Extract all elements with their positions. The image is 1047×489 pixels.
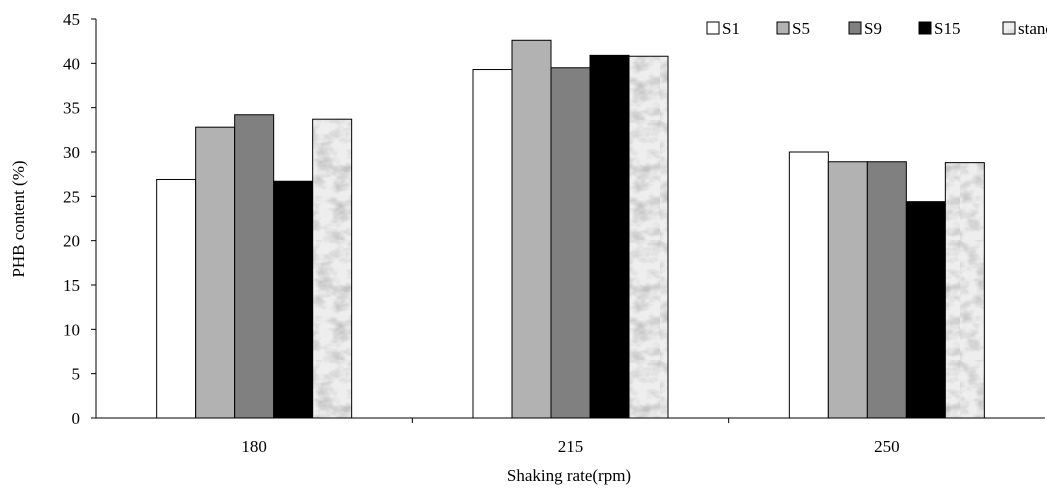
- x-tick-label: 250: [874, 437, 900, 456]
- x-axis-title: Shaking rate(rpm): [507, 466, 631, 485]
- y-tick-label: 15: [63, 276, 80, 295]
- y-tick-label: 35: [63, 99, 80, 118]
- y-tick-label: 25: [63, 187, 80, 206]
- bar-S5-215: [511, 39, 552, 419]
- legend-swatch-S9: [848, 21, 862, 35]
- bar-S15-215: [589, 54, 630, 419]
- legend-swatch-S15: [918, 21, 932, 35]
- y-tick-label: 5: [72, 365, 81, 384]
- legend-label-S5: S5: [792, 19, 810, 38]
- x-tick-label: 180: [241, 437, 267, 456]
- y-tick-label: 0: [72, 409, 81, 428]
- legend-swatch-S1: [706, 21, 720, 35]
- y-tick-label: 45: [63, 10, 80, 29]
- axes: 0 5 10 15 20 25 30 35 40 45 180 215 250: [63, 10, 1045, 456]
- legend-label-standard: standard: [1018, 19, 1047, 38]
- bar-S5-180: [195, 126, 236, 419]
- bars: [156, 39, 985, 419]
- legend-label-S9: S9: [864, 19, 882, 38]
- y-tick-label: 40: [63, 54, 80, 73]
- legend-swatch-S5: [776, 21, 790, 35]
- bar-standard-215: [628, 55, 669, 419]
- bar-S1-215: [472, 69, 513, 419]
- y-tick-label: 10: [63, 320, 80, 339]
- bar-S5-250: [827, 161, 868, 419]
- legend: S1 S5 S9 S15 standard: [706, 19, 1047, 38]
- bar-standard-250: [944, 162, 985, 419]
- bar-S9-250: [866, 161, 907, 419]
- bar-S15-180: [273, 180, 314, 419]
- y-tick-label: 30: [63, 143, 80, 162]
- bar-S1-250: [788, 151, 829, 419]
- legend-swatch-standard: [1002, 21, 1016, 35]
- y-tick-label: 20: [63, 232, 80, 251]
- legend-label-S1: S1: [722, 19, 740, 38]
- bar-standard-180: [312, 118, 353, 419]
- bar-S9-215: [550, 67, 591, 419]
- bar-S9-180: [234, 114, 275, 419]
- legend-label-S15: S15: [934, 19, 960, 38]
- bar-S15-250: [905, 201, 946, 419]
- bar-S1-180: [156, 178, 197, 419]
- x-tick-label: 215: [558, 437, 584, 456]
- y-axis-title: PHB content (%): [9, 160, 28, 277]
